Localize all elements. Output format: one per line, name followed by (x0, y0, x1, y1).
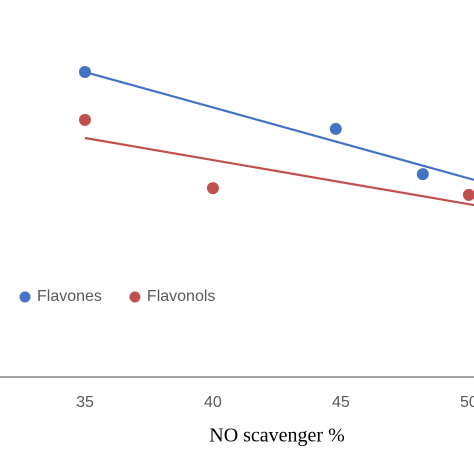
x-axis-title: NO scavenger % (209, 425, 345, 447)
point (78, 113, 91, 126)
legend-label: Flavonols (147, 288, 215, 305)
point (78, 66, 91, 79)
legend-marker (129, 291, 141, 303)
legend-marker (19, 291, 31, 303)
point (329, 122, 342, 135)
point (416, 168, 429, 181)
point (462, 188, 474, 201)
x-tick-label: 40 (204, 394, 222, 411)
x-tick-label: 35 (76, 394, 94, 411)
trendline (84, 70, 474, 181)
point (206, 182, 219, 195)
x-tick-label: 50 (460, 394, 474, 411)
x-tick-label: 45 (332, 394, 350, 411)
legend-label: Flavones (37, 288, 102, 305)
trendline (84, 136, 474, 207)
